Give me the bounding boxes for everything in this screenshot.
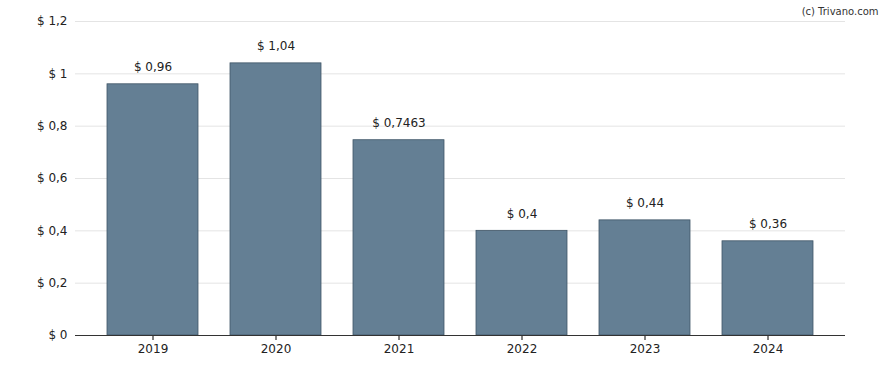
svg-text:$ 1: $ 1 (48, 67, 67, 81)
svg-text:2023: 2023 (630, 342, 661, 356)
svg-text:2022: 2022 (507, 342, 538, 356)
svg-text:2024: 2024 (753, 342, 784, 356)
svg-text:$ 0,44: $ 0,44 (626, 196, 664, 210)
svg-text:2019: 2019 (138, 342, 169, 356)
svg-text:$ 0,4: $ 0,4 (507, 207, 538, 221)
svg-text:$ 0: $ 0 (48, 328, 67, 342)
svg-text:$ 0,8: $ 0,8 (37, 119, 68, 133)
svg-text:$ 0,2: $ 0,2 (37, 276, 68, 290)
svg-text:$ 0,7463: $ 0,7463 (372, 116, 425, 130)
svg-text:(c) Trivano.com: (c) Trivano.com (802, 6, 879, 17)
svg-text:$ 0,6: $ 0,6 (37, 171, 68, 185)
svg-text:$ 1,2: $ 1,2 (37, 14, 68, 28)
svg-text:2021: 2021 (384, 342, 415, 356)
svg-text:$ 1,04: $ 1,04 (257, 39, 295, 53)
svg-text:2020: 2020 (261, 342, 292, 356)
svg-text:$ 0,96: $ 0,96 (134, 60, 172, 74)
svg-text:$ 0,4: $ 0,4 (37, 224, 68, 238)
svg-text:$ 0,36: $ 0,36 (749, 217, 787, 231)
